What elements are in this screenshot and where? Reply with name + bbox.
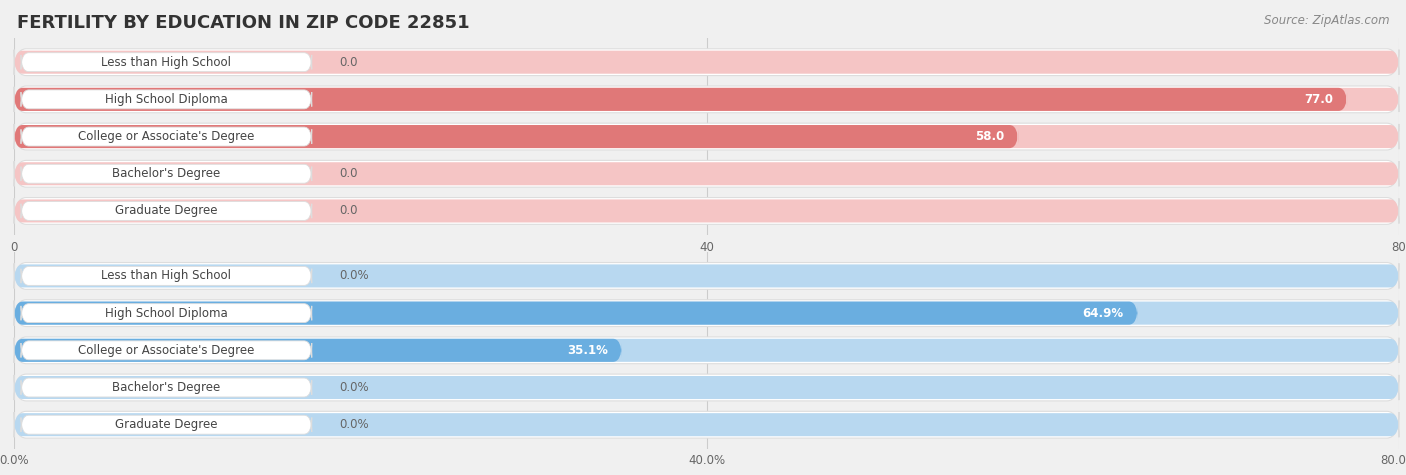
FancyBboxPatch shape <box>14 125 1399 148</box>
FancyBboxPatch shape <box>14 263 1399 289</box>
FancyBboxPatch shape <box>14 49 1399 76</box>
FancyBboxPatch shape <box>14 88 1399 111</box>
FancyBboxPatch shape <box>21 341 312 360</box>
FancyBboxPatch shape <box>14 161 1399 187</box>
Text: 0.0%: 0.0% <box>339 269 370 283</box>
FancyBboxPatch shape <box>14 300 1399 326</box>
Text: 77.0: 77.0 <box>1305 93 1333 106</box>
Text: Bachelor's Degree: Bachelor's Degree <box>112 381 221 394</box>
FancyBboxPatch shape <box>14 200 1399 222</box>
FancyBboxPatch shape <box>21 90 312 109</box>
FancyBboxPatch shape <box>21 266 312 285</box>
Text: College or Associate's Degree: College or Associate's Degree <box>79 344 254 357</box>
FancyBboxPatch shape <box>14 413 1399 436</box>
Text: 58.0: 58.0 <box>974 130 1004 143</box>
Text: Source: ZipAtlas.com: Source: ZipAtlas.com <box>1264 14 1389 27</box>
Text: 64.9%: 64.9% <box>1083 307 1123 320</box>
Text: High School Diploma: High School Diploma <box>105 93 228 106</box>
Text: 35.1%: 35.1% <box>567 344 607 357</box>
Text: Less than High School: Less than High School <box>101 269 232 283</box>
FancyBboxPatch shape <box>14 339 621 362</box>
FancyBboxPatch shape <box>14 376 1399 399</box>
FancyBboxPatch shape <box>14 339 1399 362</box>
FancyBboxPatch shape <box>14 265 1399 287</box>
FancyBboxPatch shape <box>14 125 1018 148</box>
Text: High School Diploma: High School Diploma <box>105 307 228 320</box>
Text: 0.0: 0.0 <box>339 167 359 180</box>
Text: Bachelor's Degree: Bachelor's Degree <box>112 167 221 180</box>
Text: 0.0%: 0.0% <box>339 418 370 431</box>
FancyBboxPatch shape <box>14 198 1399 224</box>
FancyBboxPatch shape <box>21 304 312 323</box>
FancyBboxPatch shape <box>21 201 312 220</box>
FancyBboxPatch shape <box>14 51 1399 74</box>
FancyBboxPatch shape <box>21 164 312 183</box>
FancyBboxPatch shape <box>21 127 312 146</box>
Text: FERTILITY BY EDUCATION IN ZIP CODE 22851: FERTILITY BY EDUCATION IN ZIP CODE 22851 <box>17 14 470 32</box>
FancyBboxPatch shape <box>14 337 1399 364</box>
Text: Graduate Degree: Graduate Degree <box>115 204 218 218</box>
Text: Graduate Degree: Graduate Degree <box>115 418 218 431</box>
FancyBboxPatch shape <box>14 88 1347 111</box>
FancyBboxPatch shape <box>14 302 1399 324</box>
FancyBboxPatch shape <box>14 123 1399 150</box>
FancyBboxPatch shape <box>21 378 312 397</box>
Text: 0.0: 0.0 <box>339 56 359 69</box>
Text: Less than High School: Less than High School <box>101 56 232 69</box>
FancyBboxPatch shape <box>14 302 1137 324</box>
Text: 0.0: 0.0 <box>339 204 359 218</box>
FancyBboxPatch shape <box>21 415 312 434</box>
FancyBboxPatch shape <box>14 162 1399 185</box>
Text: College or Associate's Degree: College or Associate's Degree <box>79 130 254 143</box>
FancyBboxPatch shape <box>14 86 1399 113</box>
FancyBboxPatch shape <box>14 411 1399 438</box>
Text: 0.0%: 0.0% <box>339 381 370 394</box>
FancyBboxPatch shape <box>21 53 312 72</box>
FancyBboxPatch shape <box>14 374 1399 401</box>
